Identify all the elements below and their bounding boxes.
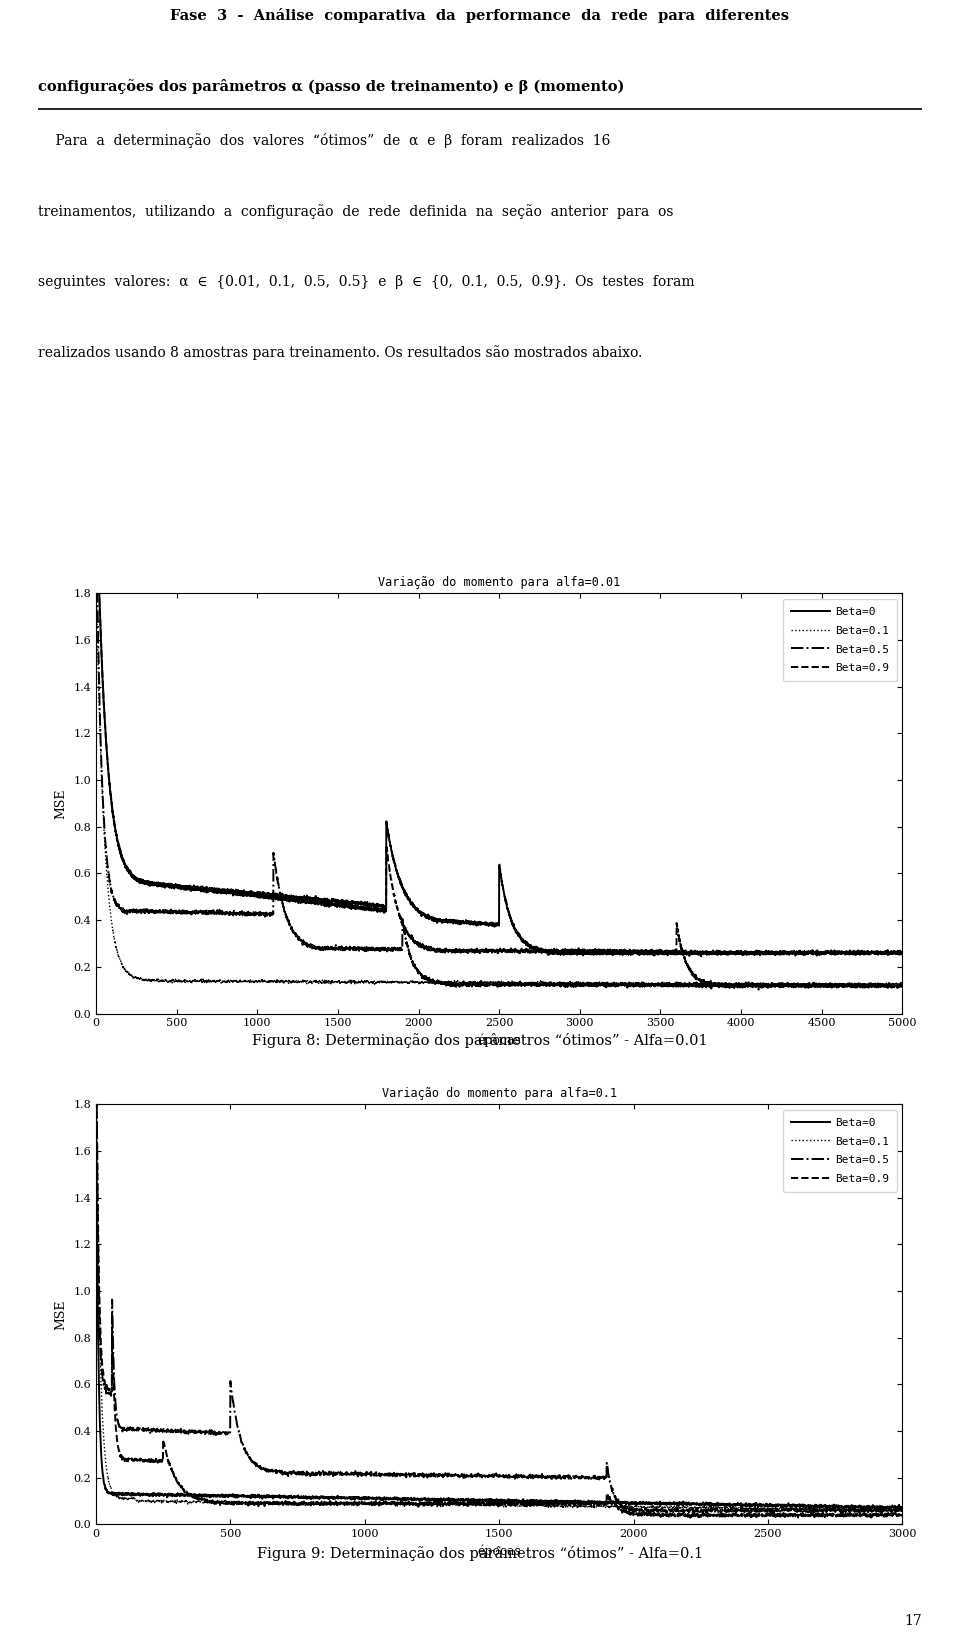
Beta=0.9 xyxy=(880,1505,892,1524)
Beta=0 xyxy=(695,946,707,966)
Beta=0 xyxy=(897,1498,908,1518)
Beta=0.5 xyxy=(399,1465,411,1485)
Beta=0.1 xyxy=(692,974,704,994)
Text: 17: 17 xyxy=(904,1615,922,1628)
Beta=0.1 xyxy=(398,971,410,990)
Beta=0.9 xyxy=(614,941,626,961)
Beta=0 xyxy=(399,1490,411,1510)
Beta=0 xyxy=(398,880,410,900)
Beta=0.9 xyxy=(794,1505,805,1524)
Beta=0 xyxy=(614,943,626,962)
Beta=0.5 xyxy=(574,976,586,995)
Beta=0.5 xyxy=(880,1501,892,1521)
Beta=0.5 xyxy=(897,976,908,995)
Beta=0.5 xyxy=(805,1505,817,1524)
Beta=0.5 xyxy=(182,1421,194,1440)
Beta=0 xyxy=(182,1486,194,1506)
Beta=0.5 xyxy=(754,976,765,995)
Beta=0.1 xyxy=(237,972,249,992)
Text: seguintes  valores:  α  ∈  {0.01,  0.1,  0.5,  0.5}  e  β  ∈  {0,  0.1,  0.5,  0: seguintes valores: α ∈ {0.01, 0.1, 0.5, … xyxy=(38,275,695,288)
Line: Beta=0: Beta=0 xyxy=(96,1086,902,1510)
Beta=0 xyxy=(574,944,586,964)
Beta=0.1 xyxy=(434,1495,445,1515)
Beta=0.9 xyxy=(182,1483,194,1503)
Beta=0.1 xyxy=(182,1491,194,1511)
Beta=0.1 xyxy=(880,1500,892,1519)
Beta=0.5 xyxy=(614,976,626,995)
Line: Beta=0.5: Beta=0.5 xyxy=(96,1081,902,1515)
X-axis label: épocas: épocas xyxy=(477,1033,521,1048)
Beta=0.5 xyxy=(230,1407,242,1427)
Beta=0.5 xyxy=(692,974,704,994)
Beta=0.9 xyxy=(897,976,908,995)
Beta=0.1 xyxy=(574,974,586,994)
Text: Figura 9: Determinação dos parâmetros “ótimos” - Alfa=0.1: Figura 9: Determinação dos parâmetros “ó… xyxy=(257,1546,703,1561)
Beta=0 xyxy=(880,1498,892,1518)
Line: Beta=0.9: Beta=0.9 xyxy=(96,570,902,990)
Beta=0.9 xyxy=(692,969,704,989)
Text: Figura 8: Determinação dos parâmetros “ótimos” - Alfa=0.01: Figura 8: Determinação dos parâmetros “ó… xyxy=(252,1033,708,1048)
Beta=0.9 xyxy=(398,916,410,936)
Beta=0.9 xyxy=(90,1071,102,1091)
Beta=0.1 xyxy=(90,562,102,582)
Beta=0.5 xyxy=(237,905,249,925)
Beta=0.9 xyxy=(897,1506,908,1526)
Beta=0.9 xyxy=(684,1508,696,1528)
Text: configurações dos parâmetros α (passo de treinamento) e β (momento): configurações dos parâmetros α (passo de… xyxy=(38,79,625,94)
Beta=0.5 xyxy=(897,1501,908,1521)
Beta=0 xyxy=(794,1496,805,1516)
Legend: Beta=0, Beta=0.1, Beta=0.5, Beta=0.9: Beta=0, Beta=0.1, Beta=0.5, Beta=0.9 xyxy=(782,598,897,681)
Y-axis label: MSE: MSE xyxy=(55,1299,68,1330)
Beta=0.5 xyxy=(434,1465,445,1485)
Beta=0.9 xyxy=(754,976,765,995)
Beta=0.1 xyxy=(897,974,908,994)
Beta=0.1 xyxy=(90,1079,102,1099)
Beta=0.1 xyxy=(886,1501,898,1521)
Beta=0.5 xyxy=(90,560,102,580)
Y-axis label: MSE: MSE xyxy=(55,788,68,819)
Text: realizados usando 8 amostras para treinamento. Os resultados são mostrados abaix: realizados usando 8 amostras para treina… xyxy=(38,346,643,361)
Beta=0 xyxy=(230,1486,242,1506)
Title: Variação do momento para alfa=0.1: Variação do momento para alfa=0.1 xyxy=(382,1088,616,1101)
Beta=0 xyxy=(90,1076,102,1096)
Beta=0.5 xyxy=(398,921,410,941)
Beta=0.9 xyxy=(237,882,249,901)
Beta=0.1 xyxy=(753,976,764,995)
Line: Beta=0: Beta=0 xyxy=(96,570,902,956)
Beta=0.9 xyxy=(90,560,102,580)
Line: Beta=0.1: Beta=0.1 xyxy=(96,1089,902,1511)
Beta=0.1 xyxy=(230,1491,242,1511)
Beta=0.1 xyxy=(794,1498,805,1518)
Beta=0.9 xyxy=(434,1493,445,1513)
Line: Beta=0.1: Beta=0.1 xyxy=(96,572,902,987)
Beta=0.5 xyxy=(90,1071,102,1091)
Beta=0.9 xyxy=(753,981,764,1000)
Line: Beta=0.5: Beta=0.5 xyxy=(96,570,902,989)
Beta=0 xyxy=(754,941,765,961)
Title: Variação do momento para alfa=0.01: Variação do momento para alfa=0.01 xyxy=(378,577,620,590)
Beta=0.1 xyxy=(399,1495,411,1515)
Beta=0 xyxy=(692,943,704,962)
Text: Fase  3  -  Análise  comparativa  da  performance  da  rede  para  diferentes: Fase 3 - Análise comparativa da performa… xyxy=(171,8,789,23)
Beta=0.9 xyxy=(230,1495,242,1515)
Beta=0 xyxy=(897,943,908,962)
Beta=0 xyxy=(237,883,249,903)
Beta=0.9 xyxy=(399,1495,411,1515)
Text: Para  a  determinação  dos  valores  “ótimos”  de  α  e  β  foram  realizados  1: Para a determinação dos valores “ótimos”… xyxy=(38,133,611,148)
Beta=0.1 xyxy=(614,974,626,994)
Beta=0 xyxy=(877,1500,889,1519)
Beta=0.5 xyxy=(794,1501,805,1521)
Beta=0 xyxy=(434,1490,445,1510)
Text: treinamentos,  utilizando  a  configuração  de  rede  definida  na  seção  anter: treinamentos, utilizando a configuração … xyxy=(38,204,674,219)
Beta=0.5 xyxy=(706,979,717,999)
Line: Beta=0.9: Beta=0.9 xyxy=(96,1081,902,1518)
Beta=0.1 xyxy=(873,977,884,997)
Beta=0 xyxy=(90,560,102,580)
X-axis label: épocas: épocas xyxy=(477,1544,521,1559)
Legend: Beta=0, Beta=0.1, Beta=0.5, Beta=0.9: Beta=0, Beta=0.1, Beta=0.5, Beta=0.9 xyxy=(782,1109,897,1192)
Beta=0.9 xyxy=(574,941,586,961)
Beta=0.1 xyxy=(897,1500,908,1519)
